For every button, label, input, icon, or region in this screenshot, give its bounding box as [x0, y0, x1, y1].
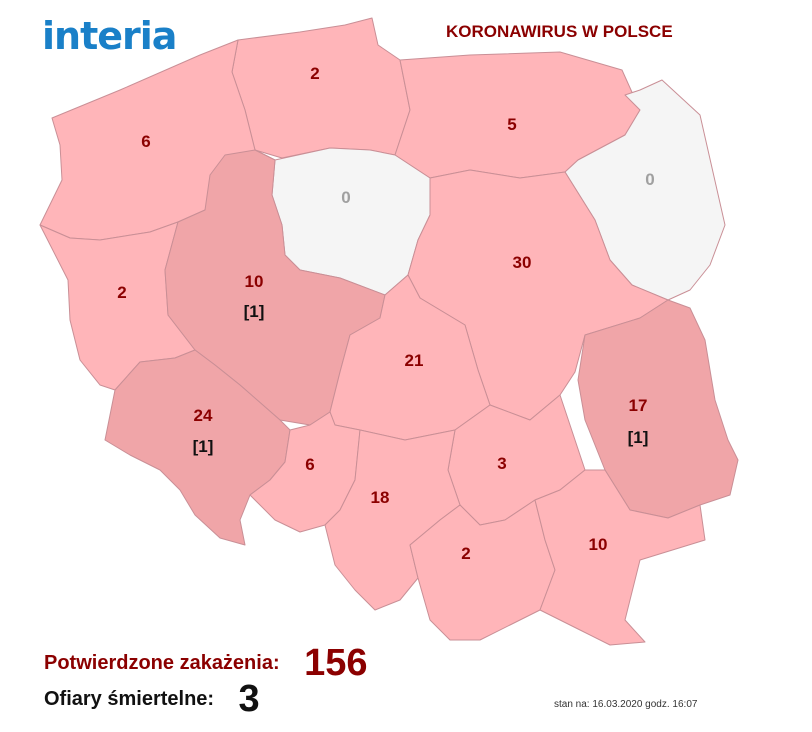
confirmed-label-wielkopolskie: 10 [245, 272, 264, 291]
map-title: KORONAWIRUS W POLSCE [446, 22, 673, 41]
confirmed-label-dolnoslaskie: 24 [194, 406, 213, 425]
deaths-label: Ofiary śmiertelne: [44, 688, 215, 710]
region-pomorskie [231, 17, 411, 159]
region-lubelskie [577, 299, 739, 519]
deaths-summary: Ofiary śmiertelne: 3 [44, 678, 260, 721]
confirmed-label-podlaskie: 0 [645, 170, 654, 189]
confirmed-label-lubuskie: 2 [117, 283, 126, 302]
data-timestamp: stan na: 16.03.2020 godz. 16:07 [554, 699, 698, 710]
confirmed-label-pomorskie: 2 [310, 64, 319, 83]
confirmed-total: 156 [304, 642, 368, 684]
region-podkarpackie [534, 469, 706, 646]
confirmed-label-mazowieckie: 30 [513, 253, 532, 272]
confirmed-label-malopolskie: 2 [461, 544, 470, 563]
confirmed-label-zachodniopomorskie: 6 [141, 132, 150, 151]
confirmed-label-opolskie: 6 [305, 455, 314, 474]
deaths-label-lubelskie: [1] [628, 428, 649, 447]
confirmed-label-slaskie: 18 [371, 488, 390, 507]
deaths-label-wielkopolskie: [1] [244, 302, 265, 321]
deaths-total: 3 [238, 678, 260, 720]
interia-logo: interia [42, 14, 177, 58]
confirmed-label-podkarpackie: 10 [589, 535, 608, 554]
deaths-label-dolnoslaskie: [1] [193, 437, 214, 456]
confirmed-label-lubelskie: 17 [629, 396, 648, 415]
confirmed-label-kujawsko-pomorskie: 0 [341, 188, 350, 207]
confirmed-label-swietokrzyskie: 3 [497, 454, 506, 473]
confirmed-summary: Potwierdzone zakażenia: 156 [44, 642, 367, 685]
region-slaskie [324, 429, 461, 611]
confirmed-label-lodzkie: 21 [405, 351, 424, 370]
confirmed-label-warminsko-mazurskie: 5 [507, 115, 516, 134]
confirmed-label: Potwierdzone zakażenia: [44, 652, 280, 674]
